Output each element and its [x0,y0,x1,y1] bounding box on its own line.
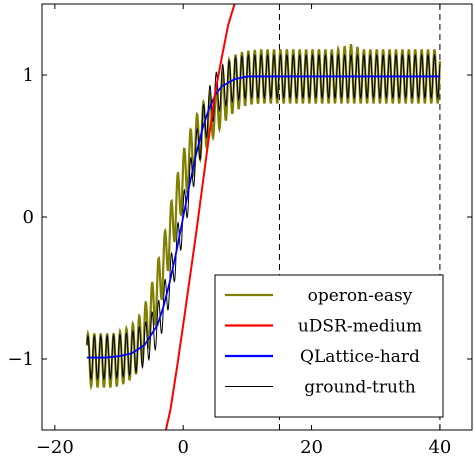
y-tick-label: 1 [23,65,34,86]
x-tick-label: 40 [428,437,451,458]
legend-label: QLattice-hard [300,347,420,367]
legend-label: ground-truth [304,378,416,398]
legend-box [214,274,444,418]
x-tick-label: −20 [36,437,74,458]
y-tick-label: 0 [23,207,34,228]
series-line-qlattice-hard [86,75,440,359]
series-line-ground-truth [86,53,441,381]
legend-label: operon-easy [308,286,413,306]
x-tick-label: 20 [300,437,323,458]
legend-label: uDSR-medium [298,317,422,337]
legend: operon-easy uDSR-medium QLattice-hard groun… [214,274,444,418]
x-tick-label: 0 [177,437,188,458]
plot-area [85,4,442,430]
y-tick-label: −1 [7,349,34,370]
series-line-udsr-medium [164,4,236,430]
